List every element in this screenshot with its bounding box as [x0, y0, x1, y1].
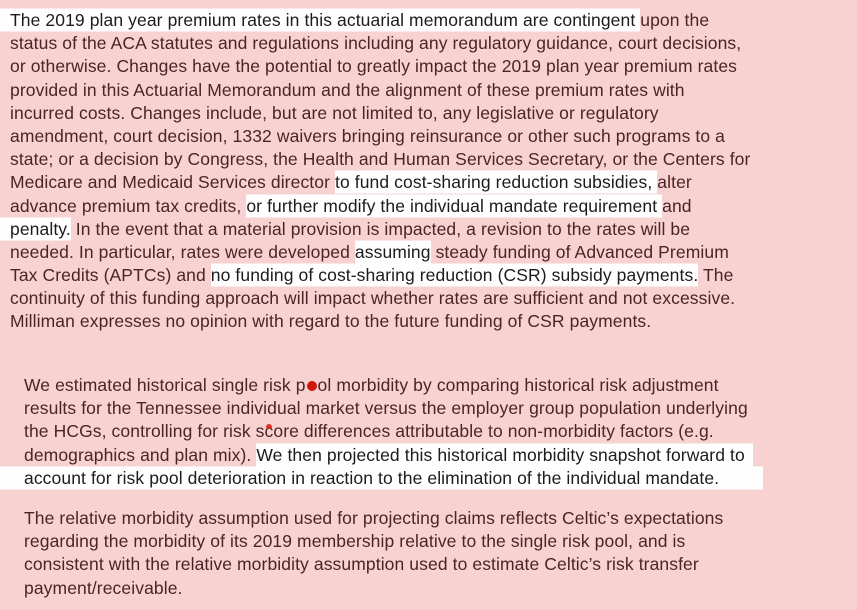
text-line: Medicare and Medicaid Services director …	[10, 171, 750, 194]
text-line: continuity of this funding approach will…	[10, 287, 750, 310]
text-line: We estimated historical single risk p ol …	[24, 374, 763, 397]
text-line: the HCGs, controlling for risk score dif…	[24, 420, 763, 443]
text-segment: needed. In particular, rates were develo…	[10, 241, 355, 262]
red-dot-annotation	[306, 381, 317, 391]
text-line: provided in this Actuarial Memorandum an…	[10, 79, 750, 102]
text-segment: ol morbidity by comparing historical ris…	[317, 375, 719, 395]
text-segment: payment/receivable.	[24, 577, 183, 598]
text-segment: the HCGs, controlling for risk s	[24, 421, 265, 442]
text-line: amendment, court decision, 1332 waivers …	[10, 125, 750, 148]
text-segment: upon the	[640, 10, 710, 30]
text-segment: Medicare and Medicaid Services director	[10, 172, 335, 193]
highlighted-text-segment: or further modify the individual mandate…	[246, 195, 663, 216]
text-line: status of the ACA statutes and regulatio…	[10, 32, 750, 55]
text-segment: The relative morbidity assumption used f…	[24, 508, 724, 528]
text-segment: results for the Tennessee individual mar…	[24, 398, 748, 419]
text-line: The relative morbidity assumption used f…	[24, 507, 723, 530]
text-line: regarding the morbidity of its 2019 memb…	[24, 530, 723, 553]
text-line: payment/receivable.	[24, 577, 723, 600]
text-line: state; or a decision by Congress, the He…	[10, 148, 750, 171]
text-segment: regarding the morbidity of its 2019 memb…	[24, 531, 686, 552]
text-segment: ore differences attributable to non-morb…	[273, 421, 714, 442]
text-segment: state; or a decision by Congress, the He…	[10, 149, 751, 170]
text-line: demographics and plan mix). We then proj…	[24, 444, 763, 467]
text-segment: amendment, court decision, 1332 waivers …	[10, 125, 726, 146]
text-segment: continuity of this funding approach will…	[10, 288, 736, 309]
text-segment: Milliman expresses no opinion with regar…	[10, 311, 652, 332]
text-segment: or otherwise. Changes have the potential…	[10, 56, 738, 77]
text-line: The 2019 plan year premium rates in this…	[0, 9, 750, 32]
text-segment: incurred costs. Changes include, but are…	[10, 102, 659, 123]
red-marked-character: c	[265, 420, 274, 443]
text-line: penalty. In the event that a material pr…	[0, 218, 750, 241]
paragraph-morbidity-estimate: We estimated historical single risk p ol …	[0, 374, 764, 490]
text-line: account for risk pool deterioration in r…	[0, 467, 764, 490]
highlighted-text-segment: account for risk pool deterioration in r…	[0, 467, 764, 488]
highlighted-text-segment: no funding of cost-sharing reduction (CS…	[210, 265, 699, 286]
text-line: Tax Credits (APTCs) and no funding of co…	[10, 264, 750, 287]
text-line: needed. In particular, rates were develo…	[10, 241, 750, 264]
highlighted-text-segment: assuming	[354, 241, 431, 262]
text-segment: The	[698, 265, 734, 286]
text-segment: We estimated historical single risk p	[24, 375, 306, 395]
text-segment: and	[662, 195, 692, 216]
paragraph-premium-rate-contingency: The 2019 plan year premium rates in this…	[0, 9, 750, 334]
text-segment: status of the ACA statutes and regulatio…	[10, 33, 742, 54]
highlighted-text-segment: We then projected this historical morbid…	[256, 444, 753, 465]
highlighted-text-segment: to fund cost-sharing reduction subsidies…	[334, 172, 658, 193]
text-segment: demographics and plan mix).	[24, 444, 257, 465]
text-segment: provided in this Actuarial Memorandum an…	[10, 79, 685, 100]
text-segment: steady funding of Advanced Premium	[430, 241, 729, 262]
paragraph-relative-morbidity-assumption: The relative morbidity assumption used f…	[24, 507, 723, 600]
text-line: advance premium tax credits, or further …	[10, 195, 750, 218]
text-segment: alter	[657, 172, 692, 193]
text-line: incurred costs. Changes include, but are…	[10, 102, 750, 125]
text-segment: advance premium tax credits,	[10, 195, 247, 216]
text-segment: consistent with the relative morbidity a…	[24, 554, 699, 575]
text-segment: Tax Credits (APTCs) and	[10, 265, 211, 286]
text-line: results for the Tennessee individual mar…	[24, 397, 763, 420]
text-line: Milliman expresses no opinion with regar…	[10, 310, 750, 333]
highlighted-text-segment: The 2019 plan year premium rates in this…	[0, 10, 641, 30]
text-segment: In the event that a material provision i…	[70, 218, 691, 239]
text-line: consistent with the relative morbidity a…	[24, 553, 723, 576]
highlighted-text-segment: penalty.	[0, 218, 71, 239]
text-line: or otherwise. Changes have the potential…	[10, 55, 750, 78]
